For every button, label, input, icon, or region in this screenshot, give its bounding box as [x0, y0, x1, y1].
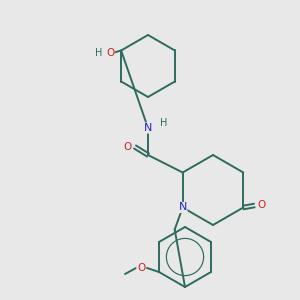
Text: O: O	[124, 142, 132, 152]
Text: N: N	[144, 123, 152, 133]
Text: O: O	[137, 263, 145, 273]
Text: H: H	[95, 47, 103, 58]
Text: N: N	[178, 202, 187, 212]
Text: H: H	[160, 118, 168, 128]
Text: O: O	[257, 200, 266, 211]
Text: O: O	[106, 47, 114, 58]
